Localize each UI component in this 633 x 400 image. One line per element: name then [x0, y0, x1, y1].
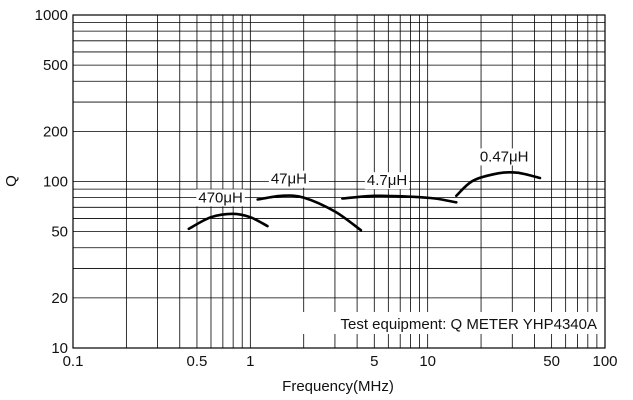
series-curve [455, 170, 542, 198]
test-equipment-note: Test equipment: Q METER YHP4340A [340, 316, 597, 333]
y-tick-label: 200 [43, 123, 68, 140]
series-label: 47μH [271, 171, 307, 188]
series-label-background [364, 172, 410, 190]
series-label-background [477, 148, 531, 166]
series-label-background [268, 170, 309, 188]
grid [73, 15, 605, 348]
y-tick-label: 50 [51, 224, 68, 241]
x-tick-label: 50 [543, 353, 560, 370]
y-tick-label: 20 [51, 290, 68, 307]
x-tick-label: 0.1 [63, 353, 84, 370]
x-tick-label: 100 [592, 353, 617, 370]
series-curve [341, 194, 458, 204]
series-labels: 470μH 47μH 4.7μH 0.47μH [196, 148, 531, 207]
plot-frame [72, 14, 606, 349]
note-background [272, 312, 602, 334]
series-label: 4.7μH [367, 172, 407, 189]
series-label: 470μH [198, 189, 243, 206]
x-axis-title: Frequency(MHz) [282, 378, 394, 395]
series-curves [187, 170, 542, 232]
series-curve [187, 212, 269, 231]
series-label-background [196, 189, 245, 207]
y-tick-labels: 10 20 50 100 200 500 1000 [35, 7, 68, 357]
series-curve [256, 194, 363, 232]
x-tick-label: 5 [370, 353, 378, 370]
y-tick-label: 500 [43, 57, 68, 74]
x-tick-labels: 0.1 0.5 1 5 10 50 100 [63, 353, 618, 370]
y-tick-label: 1000 [35, 7, 68, 24]
x-tick-label: 0.5 [187, 353, 208, 370]
x-tick-label: 10 [419, 353, 436, 370]
y-axis-title: Q [3, 175, 20, 187]
series-label: 0.47μH [480, 148, 529, 165]
y-tick-label: 100 [43, 174, 68, 191]
x-tick-label: 1 [246, 353, 254, 370]
y-tick-label: 10 [51, 340, 68, 357]
